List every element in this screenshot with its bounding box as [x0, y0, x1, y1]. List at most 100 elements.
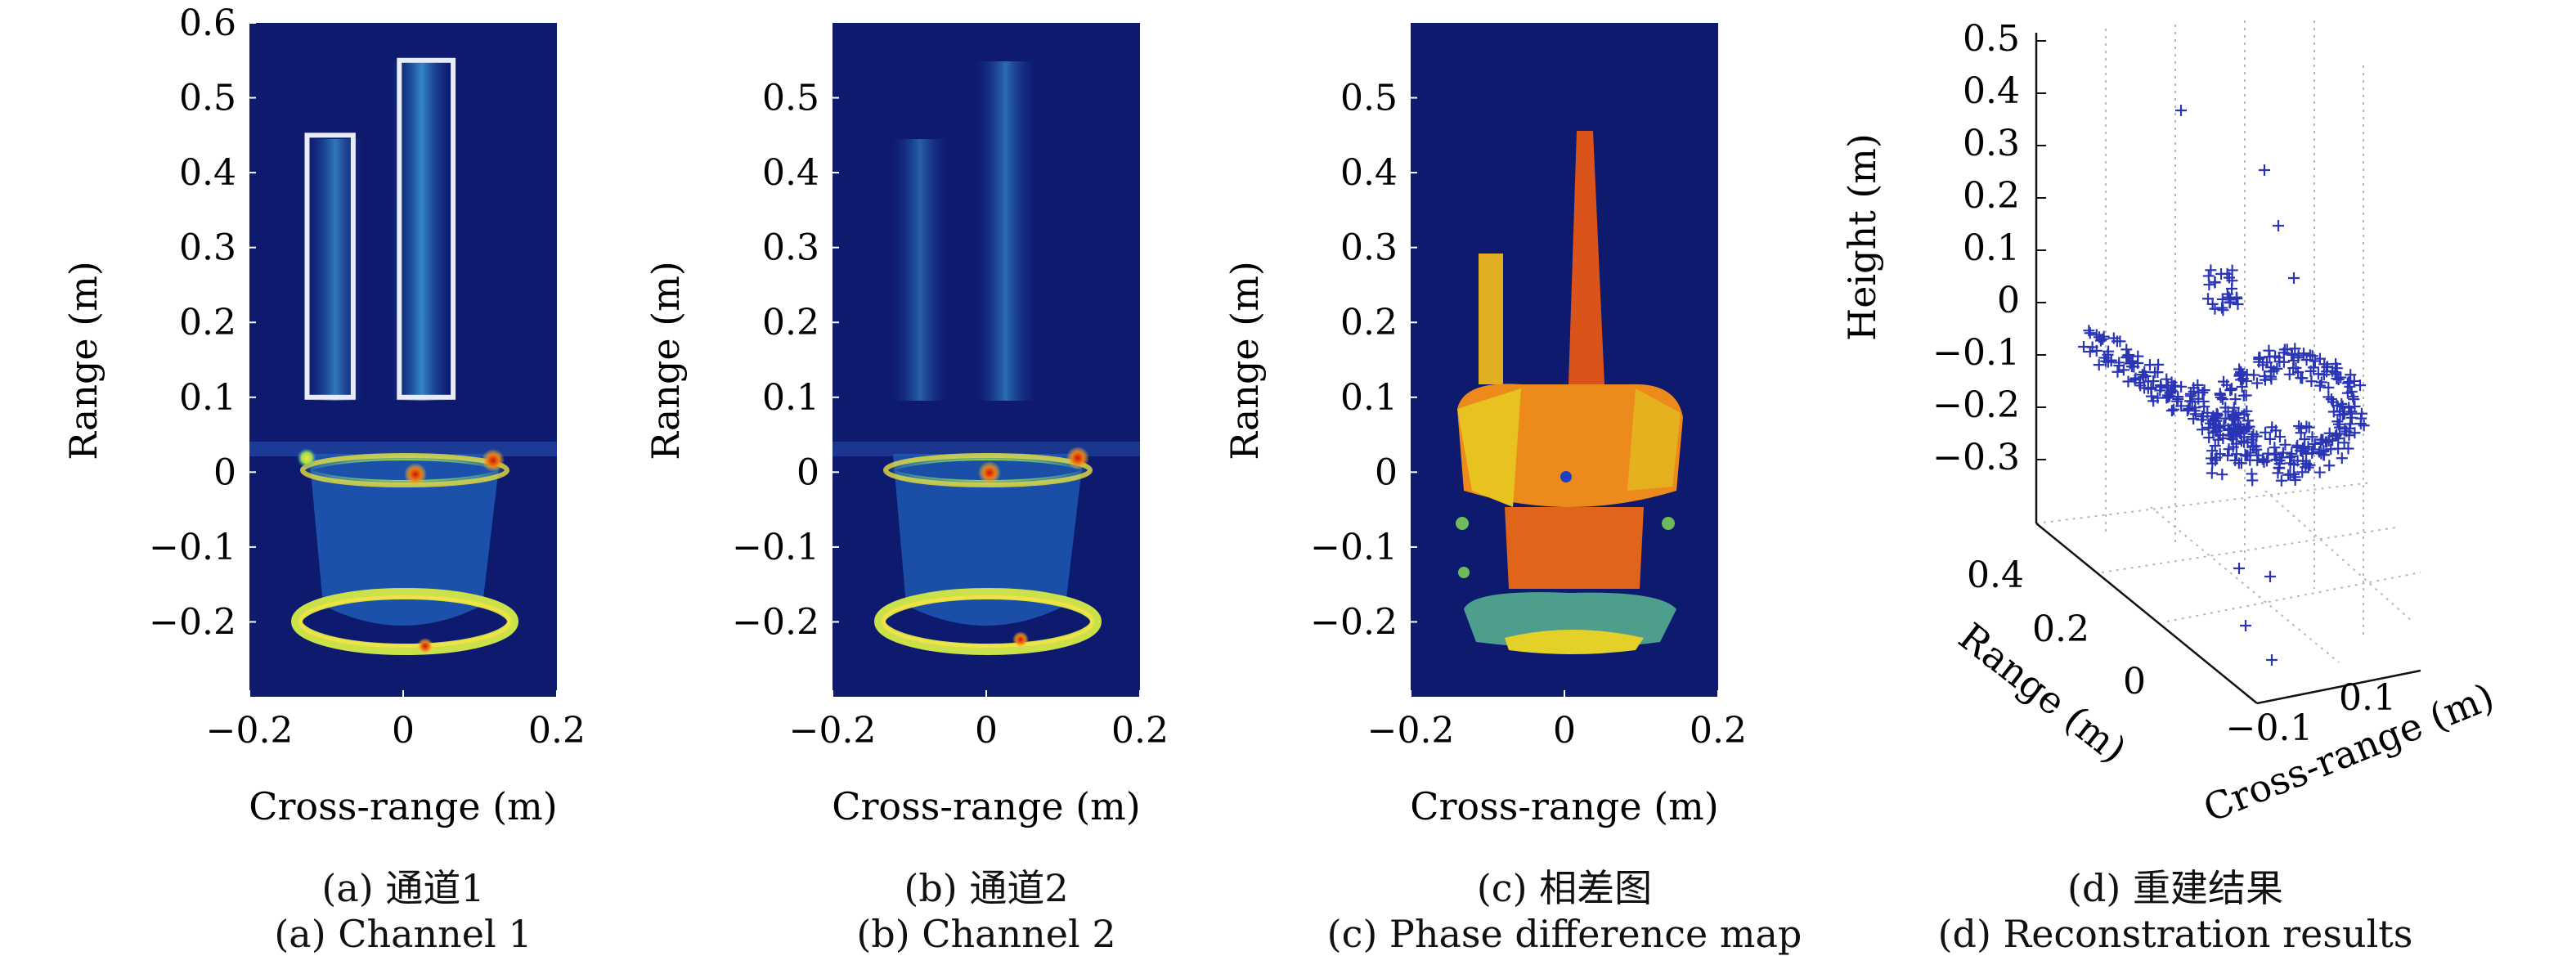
scatter-point [2198, 401, 2210, 413]
panel-d-floor-gridline [2035, 482, 2372, 524]
scatter-point [2230, 291, 2242, 303]
x-tick-label: 0 [975, 710, 998, 752]
scatter-point [2247, 428, 2260, 440]
y-tick-label: 0 [1375, 451, 1398, 493]
caption-c-cn: (c) 相差图 [1476, 866, 1653, 910]
scatter-point [2222, 450, 2234, 462]
caption-b-cn: (b) 通道2 [904, 866, 1069, 910]
scatter-point [2246, 433, 2258, 446]
panel-a-x-ticks: −0.2 0 0.2 [206, 690, 586, 752]
y-tick-label: −0.1 [732, 527, 819, 568]
scatter-point [2202, 293, 2215, 305]
z-tick-label: 0.1 [1963, 227, 2020, 269]
caption-d-cn: (d) 重建结果 [2067, 866, 2283, 910]
scatter-point [2338, 437, 2350, 449]
z-tick-label: 0.4 [1963, 70, 2020, 112]
panel-b-top-ring [873, 444, 1102, 496]
scatter-point [2244, 454, 2256, 466]
cross-range-tick-label: 0.1 [2339, 677, 2396, 719]
scatter-point [2083, 325, 2095, 337]
y-tick-label: 0.6 [179, 2, 236, 44]
scatter-point [2354, 379, 2366, 392]
scatter-point [2250, 440, 2262, 452]
y-tick-label: 0.3 [762, 227, 819, 269]
scatter-point [2205, 264, 2217, 276]
scatter-point [2258, 456, 2270, 469]
z-tick-label: 0.2 [1963, 175, 2020, 217]
x-tick-label: 0.2 [528, 710, 586, 752]
panel-d-floor-gridline [2101, 527, 2397, 573]
scatter-point [2306, 431, 2318, 443]
scatter-point [2256, 453, 2269, 465]
scatter-point [2264, 571, 2276, 582]
scatter-point [2358, 420, 2370, 432]
panel-a-top-ring [290, 444, 519, 496]
scatter-point [2246, 474, 2259, 487]
caption-b-en: (b) Channel 2 [856, 912, 1116, 956]
y-tick-label: 0.1 [179, 377, 236, 419]
y-tick-label: 0.5 [762, 78, 819, 119]
scatter-point [2325, 443, 2337, 456]
caption-b: (b) 通道2 (b) Channel 2 [823, 865, 1150, 957]
panel-c-xlabel: Cross-range (m) [1410, 784, 1718, 828]
scatter-point [2183, 402, 2195, 415]
scatter-point [2215, 268, 2228, 281]
scatter-point [2330, 358, 2342, 370]
z-tick-label: −0.1 [1932, 332, 2020, 374]
panel-b-target [832, 61, 1140, 655]
scatter-point [2279, 438, 2291, 451]
y-tick-label: −0.2 [149, 601, 236, 643]
scatter-point [2230, 448, 2242, 460]
y-tick-label: 0 [797, 451, 819, 493]
panel-d-cross-range-ticks: −0.1 0.1 [2226, 677, 2396, 749]
scatter-point [2268, 365, 2280, 377]
y-tick-label: −0.2 [732, 601, 819, 643]
scatter-point [2345, 385, 2358, 397]
y-tick-label: 0.5 [1340, 78, 1398, 119]
annotation-box [397, 57, 456, 400]
panel-a-top-ring-core [300, 453, 509, 487]
z-tick-label: 0 [1997, 280, 2020, 321]
scatter-point [2227, 441, 2239, 453]
scatter-point [2227, 422, 2239, 434]
scatter-point [2273, 352, 2285, 364]
x-tick-label: 0 [392, 710, 415, 752]
panel-b-y-ticks: 0.5 0.4 0.3 0.2 0.1 0 −0.1 −0.2 [732, 78, 839, 643]
scatter-point [2154, 379, 2166, 392]
scatter-point [2206, 467, 2218, 479]
scatter-point [2277, 447, 2289, 459]
scatter-point [2309, 355, 2321, 367]
panel-a-body [309, 454, 500, 626]
panel-c-phase-map [1456, 131, 1683, 654]
scatter-point [2334, 421, 2345, 433]
z-tick-label: −0.2 [1932, 384, 2020, 426]
caption-d: (d) 重建结果 (d) Reconstration results [1889, 865, 2462, 957]
panel-d-grid [2035, 20, 2421, 704]
scatter-point [2315, 376, 2327, 388]
scatter-point [2094, 334, 2107, 347]
panel-a-annotation-boxes [304, 57, 456, 400]
y-tick-label: −0.1 [149, 527, 236, 568]
scatter-point [2229, 393, 2242, 406]
scatter-point [2283, 368, 2296, 380]
scatter-point [2221, 288, 2233, 300]
panel-a-bottom-ring-core [298, 595, 511, 648]
scatter-point [2217, 304, 2229, 316]
panel-b-top-ring-core [883, 453, 1093, 487]
panel-b-bottom-ring [874, 588, 1102, 655]
scatter-point [2209, 303, 2221, 315]
scatter-point [2331, 415, 2344, 428]
scatter-point [2175, 105, 2187, 116]
panel-b-hotspot-right [1066, 447, 1089, 469]
scatter-point [2275, 474, 2287, 487]
y-tick-label: 0.3 [1340, 227, 1398, 269]
scatter-point [2105, 354, 2117, 366]
panel-a-hotspot-left [297, 448, 316, 468]
caption-d-en: (d) Reconstration results [1937, 912, 2413, 956]
panel-a-ylabel: Range (m) [61, 261, 105, 460]
caption-c: (c) 相差图 (c) Phase difference map [1278, 865, 1851, 957]
scatter-point [2238, 431, 2251, 443]
scatter-point [2228, 410, 2240, 422]
x-tick-label: 0 [1553, 710, 1576, 752]
scatter-point [2229, 454, 2242, 466]
